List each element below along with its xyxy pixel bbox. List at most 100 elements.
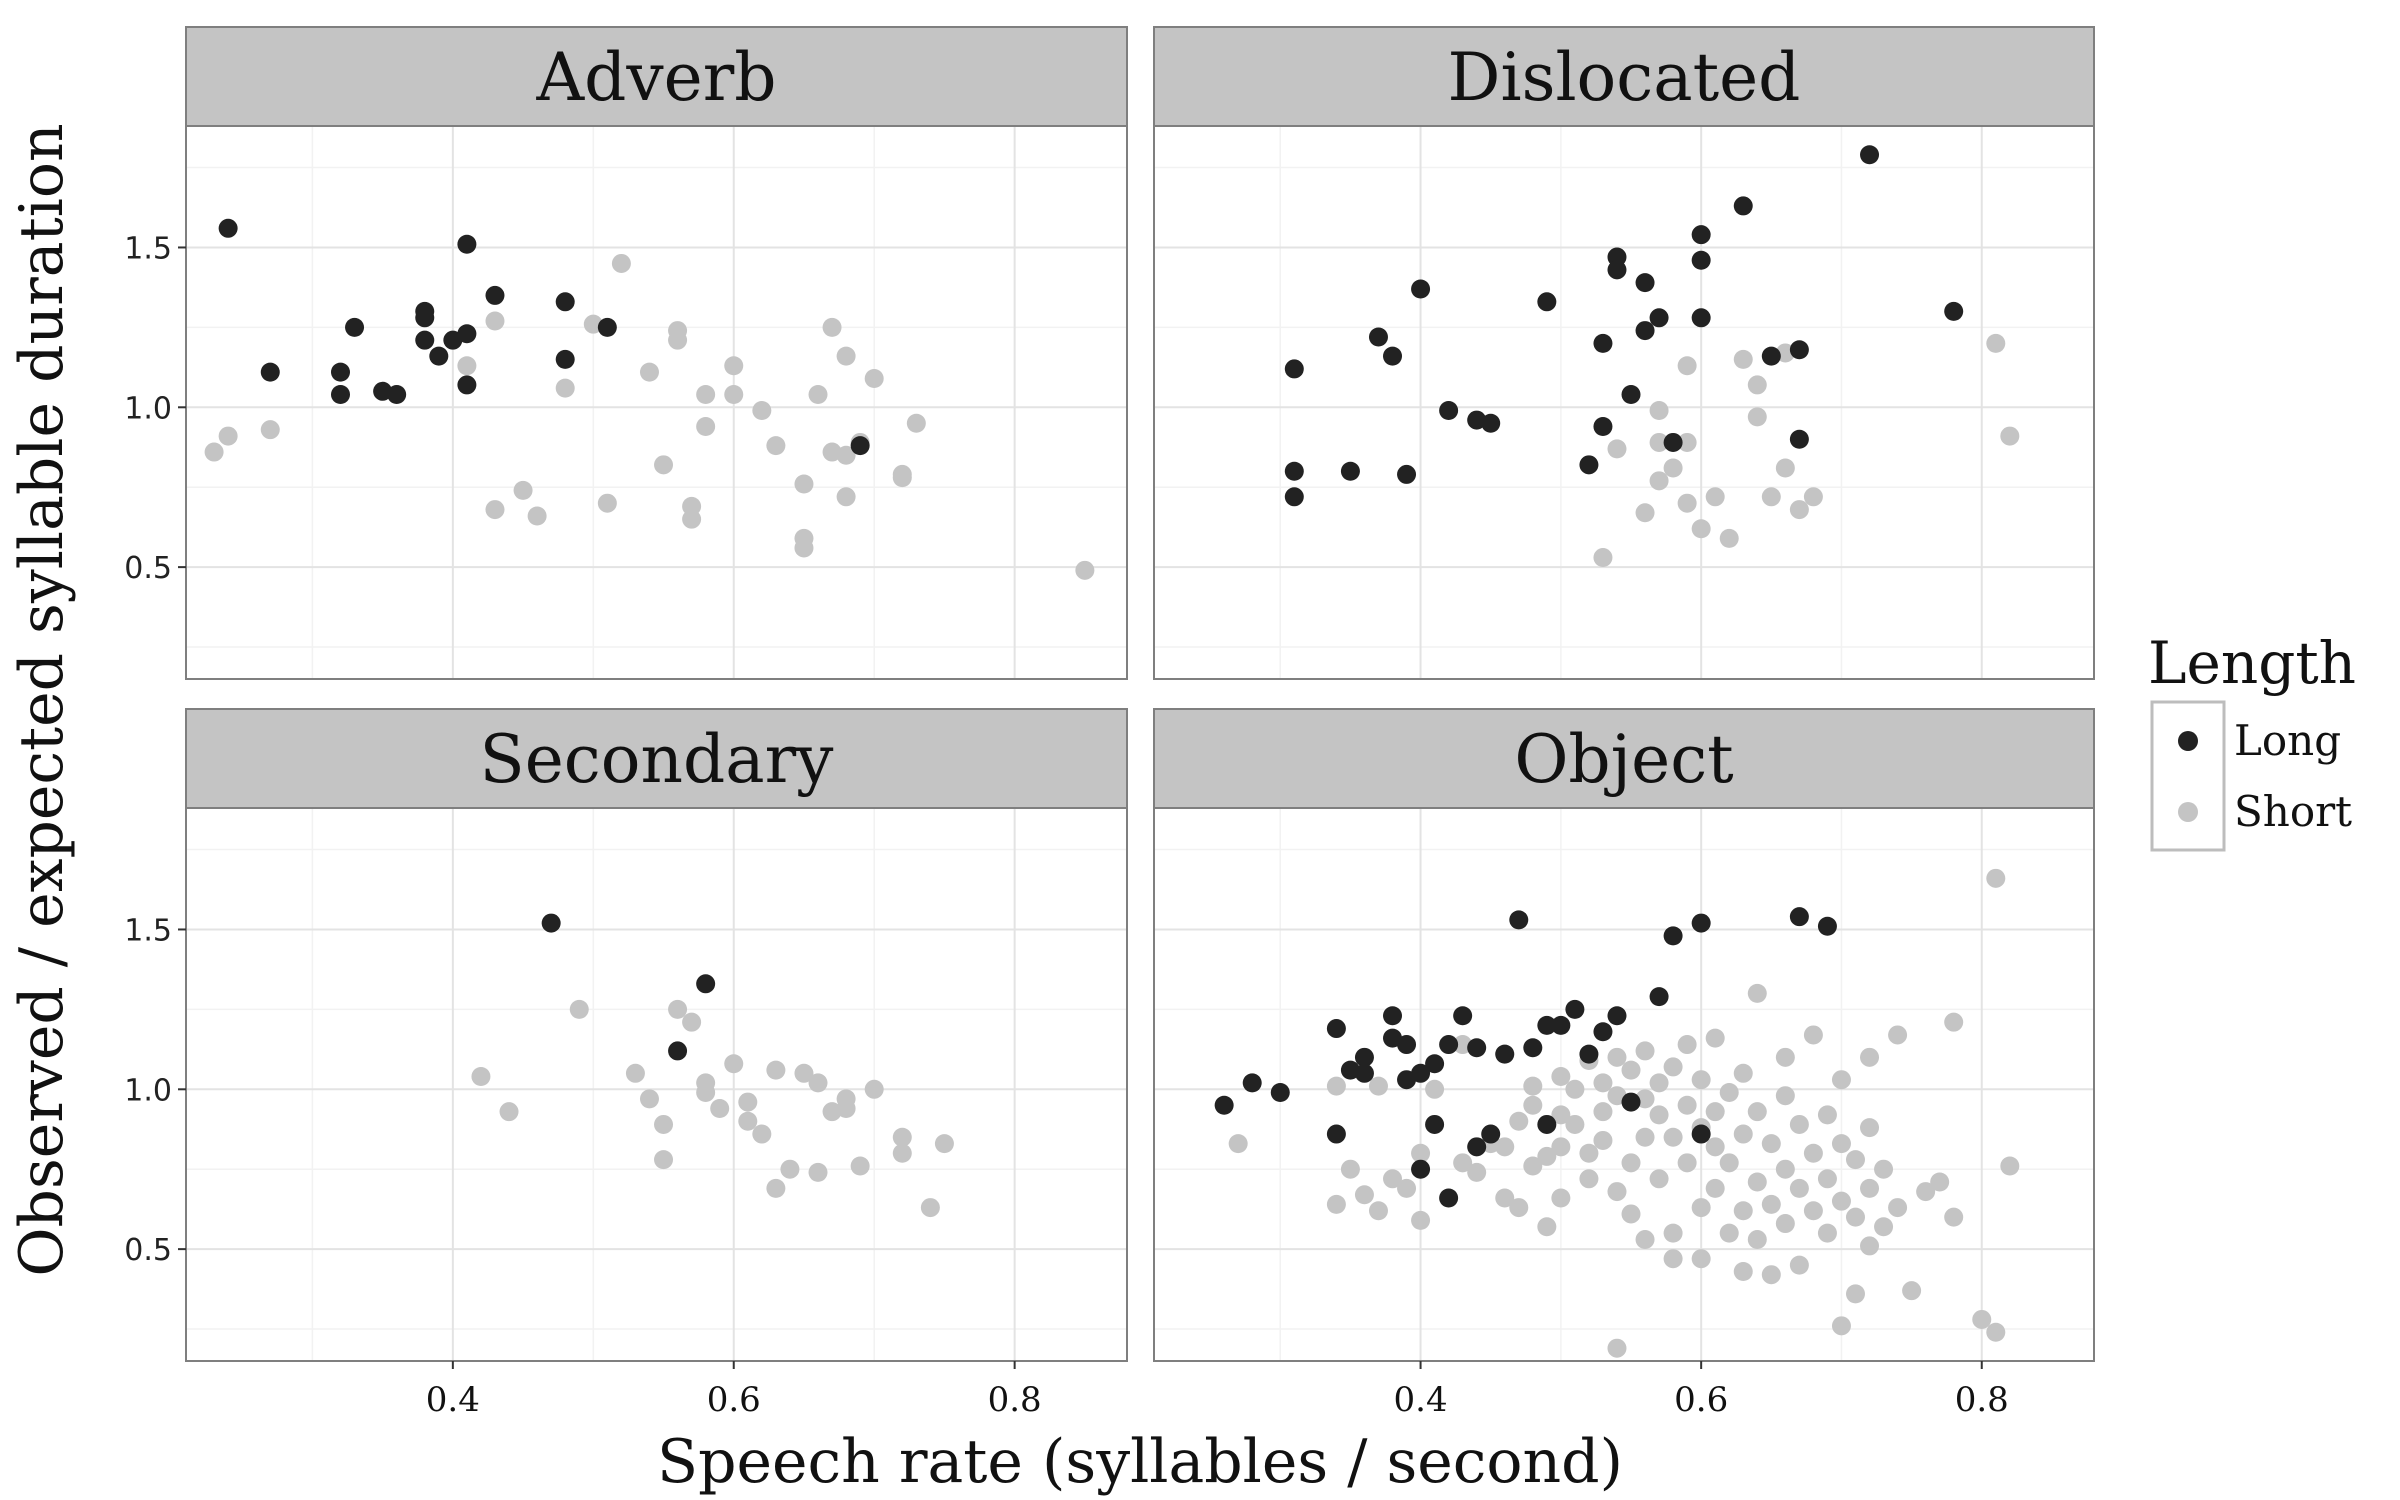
- point-long: [1551, 1015, 1571, 1035]
- point-long: [1509, 910, 1529, 930]
- point-short: [1803, 1025, 1823, 1045]
- point-short: [569, 999, 589, 1019]
- point-short: [1677, 493, 1697, 513]
- point-long: [330, 362, 350, 382]
- point-short: [1705, 1137, 1725, 1157]
- point-long: [1663, 432, 1683, 452]
- point-short: [1874, 1159, 1894, 1179]
- point-long: [387, 385, 407, 405]
- y-axis-title: Observed / expected syllable duration: [7, 123, 77, 1276]
- point-short: [892, 1143, 912, 1163]
- point-short: [1747, 375, 1767, 395]
- facet-object: Object 0.4 0.6 0.8: [1153, 708, 2095, 1420]
- point-short: [1635, 1127, 1655, 1147]
- point-short: [1649, 400, 1669, 420]
- point-short: [1831, 1134, 1851, 1154]
- point-short: [864, 369, 884, 389]
- point-short: [1944, 1012, 1964, 1032]
- point-short: [1719, 528, 1739, 548]
- point-long: [1397, 464, 1417, 484]
- point-long: [1537, 1114, 1557, 1134]
- point-short: [527, 506, 547, 526]
- point-short: [1944, 1207, 1964, 1227]
- point-short: [1635, 1041, 1655, 1061]
- point-short: [1607, 1338, 1627, 1358]
- point-short: [1817, 1223, 1837, 1243]
- point-short: [1733, 349, 1753, 369]
- panel-background: [186, 808, 1127, 1361]
- point-long: [345, 317, 365, 337]
- panel-border: [185, 807, 1128, 1362]
- point-short: [1677, 356, 1697, 376]
- point-long: [415, 301, 435, 321]
- point-short: [2000, 1156, 2020, 1176]
- series-long: [1284, 145, 1964, 507]
- point-short: [1677, 1153, 1697, 1173]
- point-long: [415, 330, 435, 350]
- point-long: [1481, 1124, 1501, 1144]
- point-long: [330, 385, 350, 405]
- point-short: [1817, 1169, 1837, 1189]
- y-tick-label: 1.0: [124, 391, 172, 426]
- point-short: [1326, 1076, 1346, 1096]
- series-long: [541, 913, 716, 1061]
- legend-label-short: Short: [2234, 787, 2352, 836]
- legend-box: [2150, 700, 2226, 852]
- panel-background: [1154, 808, 2094, 1361]
- point-short: [1775, 1047, 1795, 1067]
- point-short: [654, 1150, 674, 1170]
- x-tick-label: 0.8: [988, 1380, 1042, 1420]
- point-short: [1733, 1261, 1753, 1281]
- facet-strip: [1153, 708, 2095, 809]
- x-tick-label: 0.4: [1394, 1380, 1448, 1420]
- point-short: [1747, 983, 1767, 1003]
- x-tick-label: 0.6: [1674, 1380, 1728, 1420]
- point-short: [724, 1054, 744, 1074]
- point-short: [1747, 407, 1767, 427]
- point-long: [218, 218, 238, 238]
- point-short: [1326, 1194, 1346, 1214]
- point-short: [513, 480, 533, 500]
- point-short: [1663, 458, 1683, 478]
- point-short: [555, 378, 575, 398]
- point-short: [850, 1156, 870, 1176]
- point-short: [1368, 1076, 1388, 1096]
- point-short: [1593, 1073, 1613, 1093]
- point-short: [1579, 1143, 1599, 1163]
- panel-border: [1153, 125, 2095, 680]
- point-short: [654, 1114, 674, 1134]
- point-short: [1663, 1223, 1683, 1243]
- point-short: [1789, 1114, 1809, 1134]
- point-short: [1649, 1169, 1669, 1189]
- point-short: [1972, 1309, 1992, 1329]
- point-short: [1691, 1198, 1711, 1218]
- point-long: [429, 346, 449, 366]
- point-short: [864, 1079, 884, 1099]
- point-long: [1411, 1159, 1431, 1179]
- point-short: [1719, 1082, 1739, 1102]
- point-short: [1705, 1028, 1725, 1048]
- y-tick-label: 1.0: [124, 1073, 172, 1108]
- point-long: [1354, 1047, 1374, 1067]
- legend-key-long: [2178, 731, 2198, 751]
- point-short: [892, 464, 912, 484]
- point-short: [1495, 1137, 1515, 1157]
- point-short: [682, 509, 702, 529]
- point-long: [1621, 1092, 1641, 1112]
- series-long: [1214, 907, 1837, 1208]
- point-long: [1635, 321, 1655, 341]
- point-short: [1789, 1255, 1809, 1275]
- point-short: [724, 385, 744, 405]
- x-tick-label: 0.8: [1955, 1380, 2009, 1420]
- point-short: [639, 362, 659, 382]
- point-short: [668, 999, 688, 1019]
- point-short: [794, 1063, 814, 1083]
- point-long: [1635, 273, 1655, 293]
- point-short: [1860, 1118, 1880, 1138]
- point-short: [1733, 1124, 1753, 1144]
- point-long: [1537, 292, 1557, 312]
- point-long: [457, 324, 477, 344]
- point-short: [1635, 503, 1655, 523]
- point-short: [471, 1067, 491, 1087]
- point-short: [724, 356, 744, 376]
